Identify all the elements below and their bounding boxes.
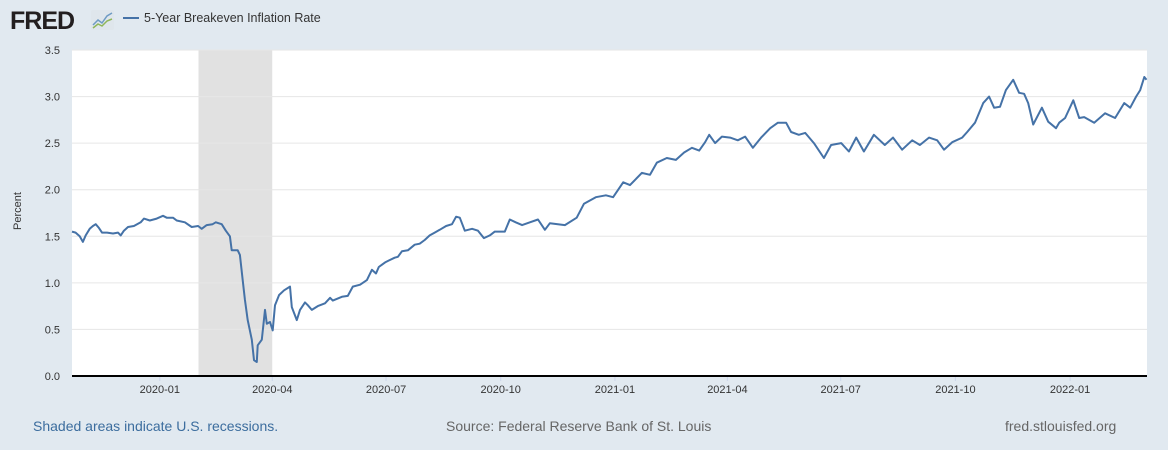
x-tick-label: 2020-10 xyxy=(481,384,521,396)
source-text: Source: Federal Reserve Bank of St. Loui… xyxy=(446,418,712,434)
recession-shade xyxy=(198,50,273,376)
recession-note-link[interactable]: Shaded areas indicate U.S. recessions. xyxy=(33,418,279,434)
x-tick-label: 2021-04 xyxy=(707,384,747,396)
x-tick-label: 2021-01 xyxy=(595,384,635,396)
x-tick-label: 2020-04 xyxy=(252,384,292,396)
fred-logo[interactable]: FRED xyxy=(10,7,75,35)
legend-item[interactable]: 5-Year Breakeven Inflation Rate xyxy=(123,11,321,25)
fred-chart-icon xyxy=(91,10,114,30)
series-name: 5-Year Breakeven Inflation Rate xyxy=(144,11,321,25)
y-tick-label: 3.5 xyxy=(45,45,60,57)
series-line xyxy=(71,76,1148,363)
y-tick-label: 2.5 xyxy=(45,138,60,150)
legend-swatch xyxy=(123,17,139,19)
y-tick-label: 0.5 xyxy=(45,324,60,336)
x-tick-label: 2021-07 xyxy=(821,384,861,396)
x-tick-label: 2021-10 xyxy=(935,384,975,396)
y-tick-label: 1.0 xyxy=(45,278,60,290)
x-tick-label: 2022-01 xyxy=(1050,384,1090,396)
y-tick-label: 0.0 xyxy=(45,371,60,383)
x-tick-label: 2020-01 xyxy=(140,384,180,396)
y-tick-label: 1.5 xyxy=(45,231,60,243)
site-link[interactable]: fred.stlouisfed.org xyxy=(1005,418,1117,434)
y-tick-label: 3.0 xyxy=(45,92,60,104)
x-tick-label: 2020-07 xyxy=(366,384,406,396)
y-tick-label: 2.0 xyxy=(45,185,60,197)
